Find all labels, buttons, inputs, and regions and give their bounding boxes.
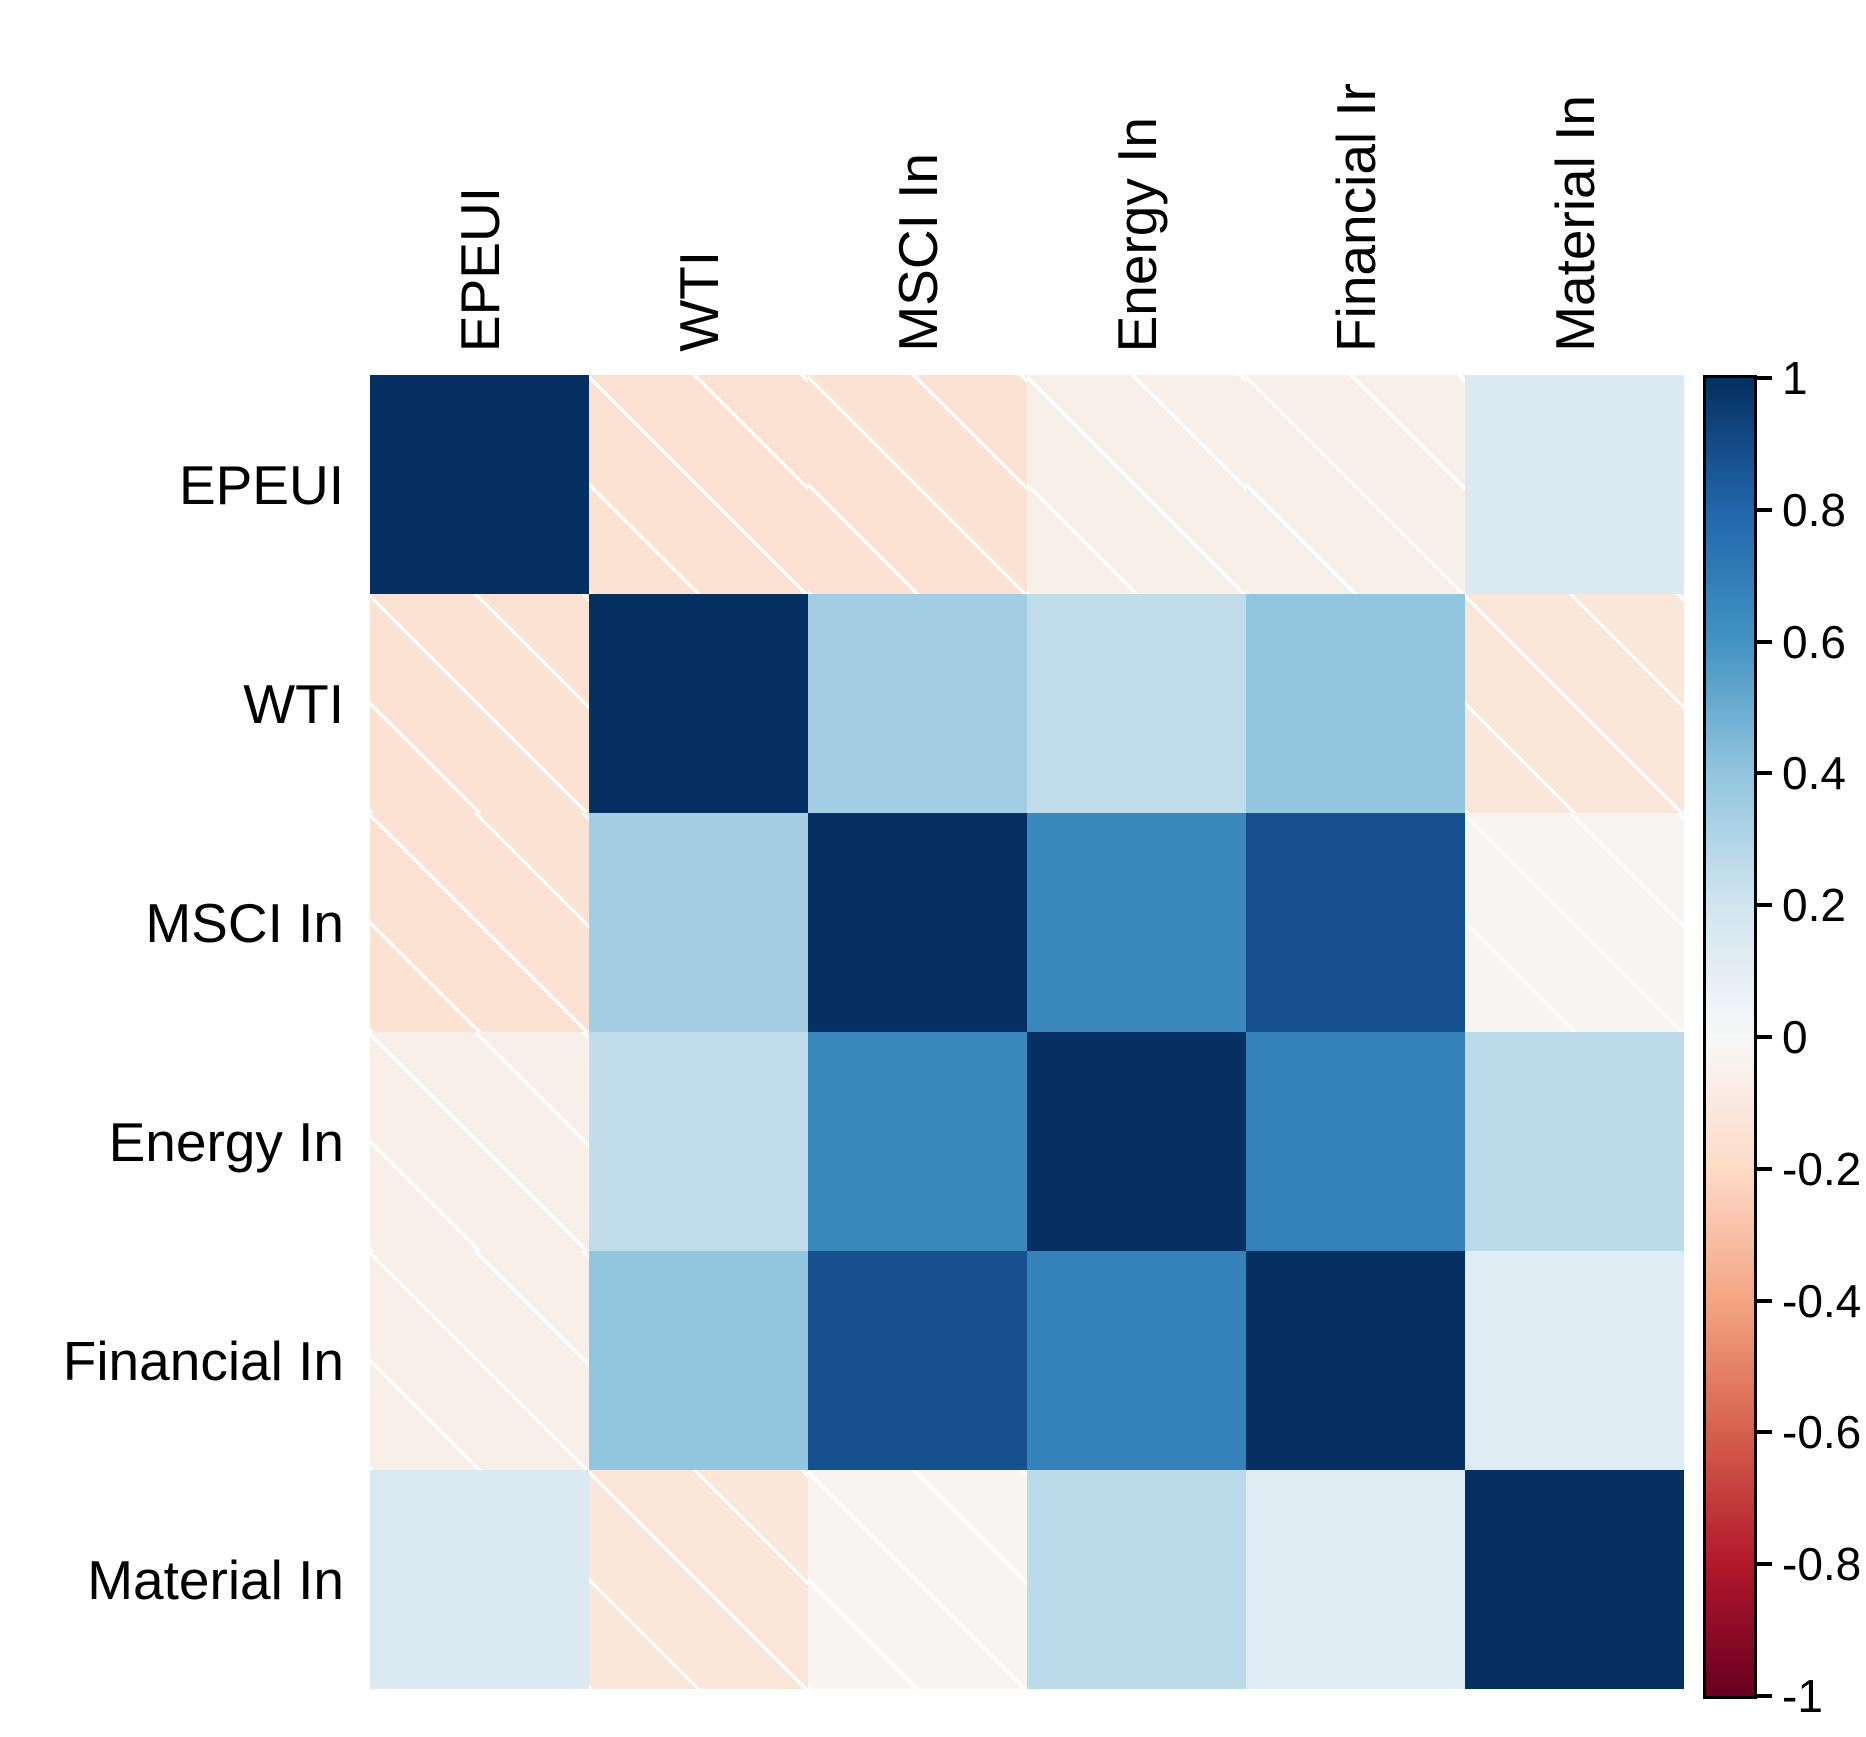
column-label: EPEUI (448, 186, 511, 352)
column-label: MSCI In (886, 153, 949, 352)
row-label: Energy In (108, 1110, 344, 1173)
colorbar-tick-mark (1757, 1298, 1772, 1303)
heatmap-cell (1246, 594, 1465, 813)
heatmap-cell (589, 1470, 808, 1689)
column-label-slot: Material In (1543, 0, 1607, 352)
colorbar-tick-label: -1 (1782, 1670, 1823, 1722)
colorbar-tick-label: 1 (1782, 352, 1808, 404)
heatmap-cell (1465, 375, 1684, 594)
heatmap-cell (1027, 1032, 1246, 1251)
heatmap-cell (1027, 813, 1246, 1032)
heatmap-cell (1465, 1032, 1684, 1251)
column-label-slot: Energy In (1105, 0, 1169, 352)
heatmap-cell (1027, 375, 1246, 594)
heatmap-cell (808, 813, 1027, 1032)
colorbar-tick-label: -0.4 (1782, 1274, 1862, 1327)
colorbar-tick-label: 0.4 (1782, 747, 1846, 800)
heatmap-cell (370, 813, 589, 1032)
heatmap-cell (370, 1470, 589, 1689)
colorbar-tick-mark (1757, 903, 1772, 908)
column-label: Material In (1543, 95, 1606, 352)
heatmap-cell (1465, 813, 1684, 1032)
heatmap-cell (1246, 1470, 1465, 1689)
column-label-slot: EPEUI (448, 0, 512, 352)
heatmap-cell (808, 1251, 1027, 1470)
row-label: Financial In (62, 1329, 344, 1392)
colorbar-tick-mark (1757, 376, 1772, 380)
colorbar (1703, 375, 1757, 1699)
heatmap-cell (808, 1032, 1027, 1251)
row-label: WTI (243, 672, 344, 735)
heatmap-cell (370, 594, 589, 813)
colorbar-tick-mark (1757, 1430, 1772, 1435)
heatmap-cell (370, 375, 589, 594)
heatmap-cell (1027, 1470, 1246, 1689)
colorbar-tick-mark (1757, 771, 1772, 776)
heatmap-cell (589, 1251, 808, 1470)
row-label: Material In (87, 1548, 344, 1611)
colorbar-tick-mark (1757, 639, 1772, 644)
heatmap-cell (1465, 594, 1684, 813)
column-label: WTI (667, 251, 730, 352)
colorbar-tick-mark (1757, 507, 1772, 512)
heatmap-cell (1027, 1251, 1246, 1470)
colorbar-tick-label: -0.8 (1782, 1538, 1862, 1591)
heatmap-cell (370, 1251, 589, 1470)
heatmap-cell (1465, 1251, 1684, 1470)
heatmap-cell (808, 375, 1027, 594)
heatmap-cell (589, 594, 808, 813)
colorbar-tick-label: -0.2 (1782, 1142, 1862, 1195)
colorbar-tick-mark (1757, 1166, 1772, 1171)
column-label: Energy In (1105, 116, 1168, 352)
row-label: EPEUI (178, 453, 344, 516)
colorbar-tick-label: 0 (1782, 1011, 1808, 1063)
colorbar-tick-label: -0.6 (1782, 1406, 1862, 1459)
colorbar-tick-mark (1757, 1694, 1772, 1698)
heatmap-cell (589, 813, 808, 1032)
heatmap-cell (589, 1032, 808, 1251)
column-label: Financial Ir (1324, 83, 1387, 352)
colorbar-tick-label: 0.8 (1782, 483, 1846, 536)
correlation-matrix (370, 375, 1684, 1689)
heatmap-cell (1246, 1251, 1465, 1470)
heatmap-cell (370, 1032, 589, 1251)
heatmap-cell (1465, 1470, 1684, 1689)
row-label: MSCI In (145, 891, 344, 954)
heatmap-cell (1246, 813, 1465, 1032)
colorbar-tick-label: 0.2 (1782, 879, 1846, 932)
heatmap-cell (589, 375, 808, 594)
column-label-slot: MSCI In (886, 0, 950, 352)
column-label-slot: WTI (667, 0, 731, 352)
heatmap-cell (808, 1470, 1027, 1689)
colorbar-tick-mark (1757, 1562, 1772, 1567)
heatmap-cell (1246, 375, 1465, 594)
heatmap-cell (1027, 594, 1246, 813)
colorbar-tick-mark (1757, 1035, 1772, 1039)
colorbar-tick-label: 0.6 (1782, 615, 1846, 668)
column-label-slot: Financial Ir (1324, 0, 1388, 352)
heatmap-cell (808, 594, 1027, 813)
heatmap-cell (1246, 1032, 1465, 1251)
